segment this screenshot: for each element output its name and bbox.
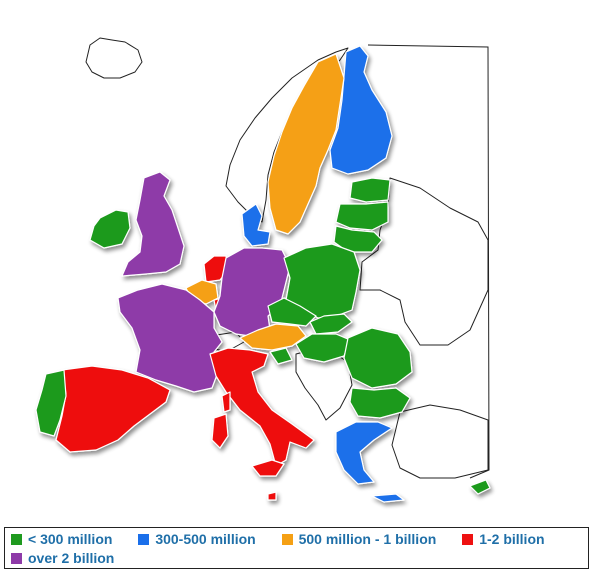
crete	[371, 493, 405, 503]
red-square-icon	[462, 534, 474, 545]
legend-label: 1-2 billion	[479, 531, 545, 547]
sardinia	[211, 413, 229, 449]
united-kingdom	[121, 171, 185, 277]
iceland	[85, 37, 143, 79]
eu-countries	[35, 45, 491, 503]
finland	[329, 45, 393, 175]
map-svg	[35, 37, 491, 503]
non-eu-countries	[85, 37, 489, 479]
ireland	[89, 209, 131, 249]
legend-item-1-2b: 1-2 billion	[462, 531, 545, 547]
blue-square-icon	[138, 534, 150, 545]
green-square-icon	[11, 534, 22, 545]
estonia	[349, 177, 391, 203]
spain	[55, 365, 171, 453]
legend-item-lt300m: < 300 million	[11, 531, 112, 547]
legend-label: < 300 million	[28, 531, 113, 547]
romania	[343, 327, 413, 389]
legend-item-300-500m: 300-500 million	[138, 531, 256, 547]
purple-square-icon	[11, 553, 22, 564]
lithuania	[333, 225, 383, 253]
legend-label: 500 million - 1 billion	[298, 531, 437, 547]
orange-square-icon	[281, 534, 293, 545]
legend-label: 300-500 million	[155, 531, 256, 547]
legend-item-over2b: over 2 billion	[11, 550, 114, 566]
austria	[239, 323, 307, 351]
russia-belarus-ukraine	[359, 177, 489, 346]
greece	[335, 421, 393, 485]
italy	[209, 347, 315, 467]
turkey	[391, 404, 489, 479]
cyprus	[469, 479, 491, 495]
map-legend: < 300 million 300-500 million 500 millio…	[4, 527, 589, 569]
sweden	[267, 53, 345, 235]
denmark	[241, 203, 271, 247]
slovenia	[269, 347, 293, 365]
sicily	[251, 459, 285, 477]
legend-label: over 2 billion	[28, 550, 115, 566]
latvia	[335, 201, 389, 231]
europe-map	[35, 37, 491, 503]
germany	[213, 247, 291, 337]
portugal	[35, 369, 67, 437]
corsica	[221, 391, 231, 413]
malta	[267, 491, 277, 501]
bulgaria	[349, 387, 411, 419]
legend-item-500m-1b: 500 million - 1 billion	[281, 531, 437, 547]
